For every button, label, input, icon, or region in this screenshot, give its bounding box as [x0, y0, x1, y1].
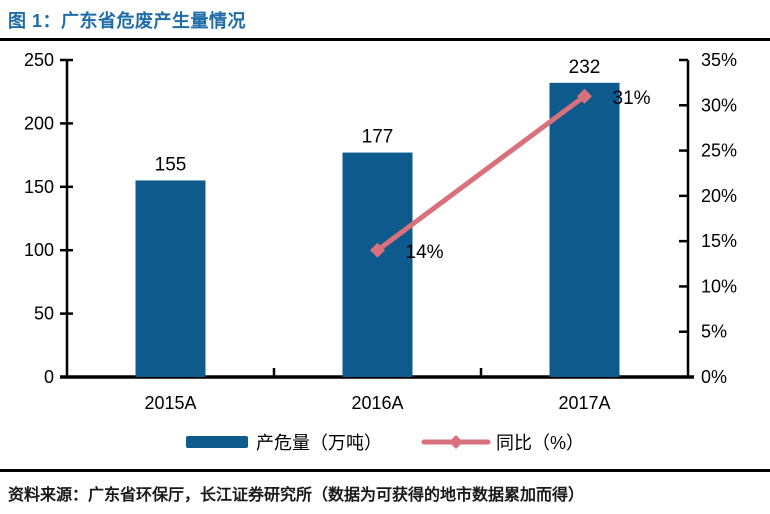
right-axis-tick-label: 0% — [701, 367, 727, 387]
x-axis-category-label: 2015A — [144, 393, 196, 413]
right-axis-tick-label: 25% — [701, 141, 737, 161]
bar-2015A — [135, 180, 206, 377]
left-axis-tick-label: 100 — [24, 240, 54, 260]
left-axis-tick-label: 50 — [34, 304, 54, 324]
bar-value-label: 155 — [155, 154, 187, 175]
bar-value-label: 177 — [362, 127, 394, 148]
left-axis-tick-label: 200 — [24, 113, 54, 133]
legend-swatch-bar — [186, 436, 248, 448]
legend-label-line: 同比（%） — [496, 433, 584, 453]
growth-line — [375, 93, 587, 253]
line-value-label: 14% — [406, 242, 444, 263]
right-axis-tick-label: 20% — [701, 186, 737, 206]
footer-divider — [0, 469, 770, 472]
source-note: 资料来源：广东省环保厅，长江证券研究所（数据为可获得的地市数据累加而得） — [8, 487, 585, 504]
right-axis-tick-label: 30% — [701, 95, 737, 115]
line-value-label: 31% — [613, 88, 651, 109]
right-axis-tick-label: 5% — [701, 322, 727, 342]
line-diamond-marker — [577, 88, 592, 104]
bar-2017A — [549, 82, 620, 377]
line-diamond-marker — [370, 242, 385, 258]
right-axis-tick-label: 10% — [701, 276, 737, 296]
title-divider — [0, 38, 770, 41]
bar-2016A — [342, 152, 413, 377]
legend-diamond-marker — [449, 435, 463, 449]
left-axis-tick-label: 0 — [44, 367, 54, 387]
figure-title: 图 1：广东省危废产生量情况 — [8, 11, 247, 31]
left-axis-tick-label: 250 — [24, 50, 54, 70]
left-axis-tick-label: 150 — [24, 177, 54, 197]
right-axis-tick-label: 15% — [701, 231, 737, 251]
right-axis-tick-label: 35% — [701, 50, 737, 70]
bar-value-label: 232 — [569, 57, 601, 78]
legend-label-bar: 产危量（万吨） — [256, 433, 382, 453]
x-axis-category-label: 2016A — [351, 393, 403, 413]
x-axis-category-label: 2017A — [558, 393, 610, 413]
